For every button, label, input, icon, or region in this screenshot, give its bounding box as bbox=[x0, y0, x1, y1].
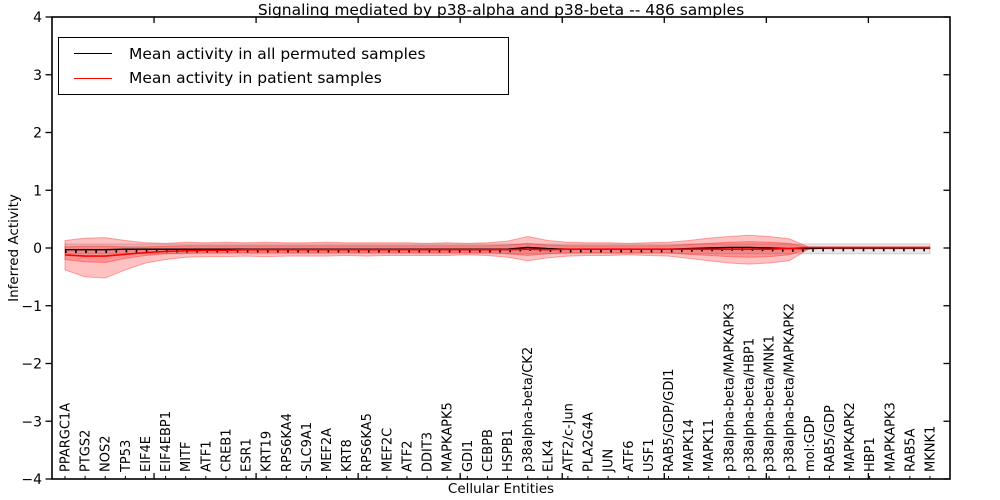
x-category-label: ATF1 bbox=[199, 440, 214, 472]
y-tick-label: 4 bbox=[33, 10, 42, 26]
x-category-label: ATF6 bbox=[622, 440, 637, 472]
x-category-label: ESR1 bbox=[240, 438, 255, 472]
x-category-label: MEF2C bbox=[380, 428, 395, 472]
y-tick-label: −4 bbox=[21, 472, 42, 488]
x-category-label: p38alpha-beta/MAPKAPK2 bbox=[783, 303, 798, 472]
x-category-label: MAPK14 bbox=[682, 419, 697, 472]
x-category-label: MAPK11 bbox=[702, 419, 717, 472]
x-category-label: RAB5A bbox=[903, 428, 918, 472]
y-axis-label: Inferred Activity bbox=[6, 194, 22, 302]
x-category-label: HBP1 bbox=[863, 437, 878, 472]
x-category-label: MAPKAPK3 bbox=[883, 402, 898, 472]
x-category-label: KRT8 bbox=[340, 439, 355, 472]
x-category-label: JUN bbox=[602, 449, 617, 473]
legend-line-sample-red bbox=[74, 77, 112, 79]
x-category-label: MKNK1 bbox=[924, 426, 939, 472]
x-category-label: EIF4E bbox=[139, 436, 154, 472]
x-category-label: HSPB1 bbox=[501, 429, 516, 472]
y-tick-label: −1 bbox=[21, 299, 42, 315]
legend-label-permuted: Mean activity in all permuted samples bbox=[129, 44, 426, 63]
x-category-label: PTGS2 bbox=[79, 430, 94, 472]
x-axis-label: Cellular Entities bbox=[447, 481, 555, 497]
x-category-label: ATF2 bbox=[400, 440, 415, 472]
x-category-label: ATF2/c-Jun bbox=[561, 403, 576, 472]
x-category-label: SLC9A1 bbox=[300, 422, 315, 472]
x-category-label: p38alpha-beta/MAPKAPK3 bbox=[722, 303, 737, 472]
x-category-label: p38alpha-beta/CK2 bbox=[521, 347, 536, 472]
x-category-label: KRT19 bbox=[260, 431, 275, 472]
x-category-label: p38alpha-beta/MNK1 bbox=[763, 335, 778, 472]
y-tick-label: −3 bbox=[21, 414, 42, 430]
x-category-label: MITF bbox=[179, 442, 194, 472]
y-tick-label: 1 bbox=[33, 183, 42, 199]
legend-line-sample-black bbox=[74, 53, 112, 55]
x-category-label: CEBPB bbox=[481, 429, 496, 472]
x-category-label: PPARGC1A bbox=[59, 403, 74, 472]
x-category-label: RPS6KA4 bbox=[280, 413, 295, 472]
y-tick-label: 0 bbox=[33, 241, 42, 257]
x-category-label: RPS6KA5 bbox=[360, 413, 375, 472]
y-tick-label: 3 bbox=[33, 68, 42, 84]
x-category-label: TP53 bbox=[119, 440, 134, 473]
x-category-label: MEF2A bbox=[320, 428, 335, 472]
x-category-label: MAPKAPK5 bbox=[441, 402, 456, 472]
x-category-label: RAB5/GDP/GDI1 bbox=[662, 369, 677, 472]
x-category-label: MAPKAPK2 bbox=[843, 402, 858, 472]
patient-mean-line bbox=[64, 246, 930, 257]
x-category-label: DDIT3 bbox=[421, 432, 436, 472]
legend: Mean activity in all permuted samples Me… bbox=[58, 37, 509, 95]
y-tick-label: −2 bbox=[21, 357, 42, 373]
x-category-label: EIF4EBP1 bbox=[159, 411, 174, 472]
x-category-label: CREB1 bbox=[219, 428, 234, 472]
legend-label-patient: Mean activity in patient samples bbox=[129, 69, 382, 88]
x-category-label: USF1 bbox=[642, 438, 657, 472]
patient-samples-spread-outer-band bbox=[64, 234, 931, 279]
x-category-label: GDI1 bbox=[461, 440, 476, 472]
legend-entry-permuted: Mean activity in all permuted samples bbox=[74, 45, 508, 63]
y-tick-label: 2 bbox=[33, 126, 42, 142]
legend-entry-patient: Mean activity in patient samples bbox=[74, 69, 508, 87]
x-category-label: RAB5/GDP bbox=[823, 405, 838, 472]
x-category-label: p38alpha-beta/HBP1 bbox=[742, 338, 757, 472]
chart-title: Signaling mediated by p38-alpha and p38-… bbox=[257, 1, 745, 19]
x-category-label: mol:GDP bbox=[803, 415, 818, 472]
x-category-label: NOS2 bbox=[99, 436, 114, 472]
x-category-label: ELK4 bbox=[541, 440, 556, 472]
x-category-label: PLA2G4A bbox=[582, 412, 597, 472]
